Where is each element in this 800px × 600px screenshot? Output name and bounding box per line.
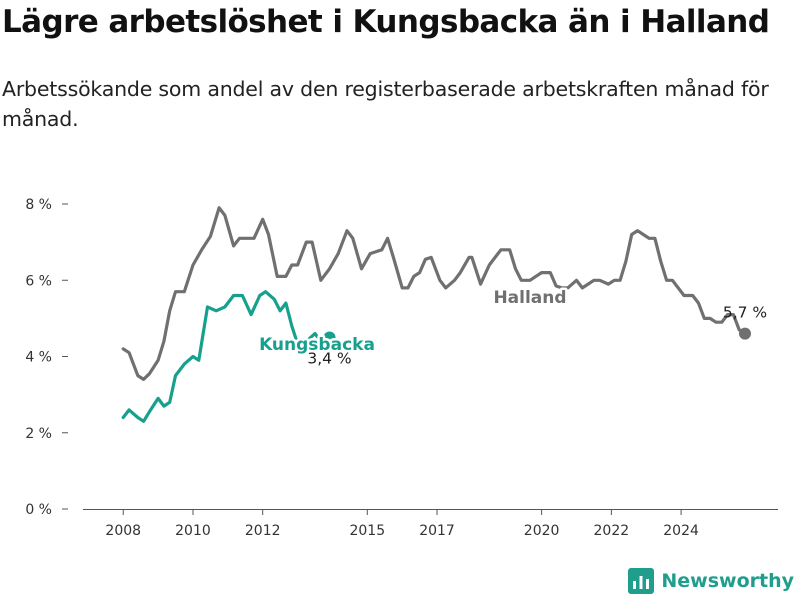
end-value-label: 5,7 %: [723, 304, 767, 322]
series-line-halland: [121, 206, 747, 381]
brand-logo[interactable]: Newsworthy: [628, 568, 794, 594]
series-end-point-halland: [739, 327, 751, 340]
y-tick-label: 6 %: [25, 273, 52, 289]
end-value-label: 3,4 %: [307, 349, 351, 367]
y-axis: 0 % 2 % 4 % 6 % 8 %: [25, 197, 68, 518]
x-tick-label: 2022: [594, 523, 630, 539]
y-tick-label: 0 %: [25, 502, 52, 518]
y-tick-label: 4 %: [25, 350, 52, 366]
x-tick-label: 2008: [105, 523, 141, 539]
series-end-point-kungsbacka: [323, 331, 336, 344]
brand-name: Newsworthy: [661, 570, 794, 592]
x-tick-label: 2020: [524, 523, 560, 539]
bar-chart-logo-icon: [628, 568, 655, 594]
series-layer: [121, 206, 751, 423]
chart-title: Lägre arbetslöshet i Kungsbacka än i Hal…: [2, 4, 770, 40]
x-tick-label: 2010: [175, 523, 211, 539]
x-tick-label: 2017: [419, 523, 455, 539]
series-line-kungsbacka: [121, 290, 332, 423]
series-name-label-halland: Halland: [493, 288, 566, 308]
x-axis: 2008 2010 2012 2015 2017 2020 2022 2024: [83, 509, 778, 539]
x-tick-label: 2024: [663, 523, 699, 539]
x-tick-label: 2015: [349, 523, 385, 539]
y-tick-label: 2 %: [25, 426, 52, 442]
series-name-label-kungsbacka: Kungsbacka: [259, 335, 375, 355]
y-tick-label: 8 %: [25, 197, 52, 213]
label-layer: 5,7 % 3,4 % Halland Kungsbacka: [257, 286, 768, 368]
chart-subtitle: Arbetssökande som andel av den registerb…: [2, 77, 769, 131]
x-tick-label: 2012: [245, 523, 281, 539]
